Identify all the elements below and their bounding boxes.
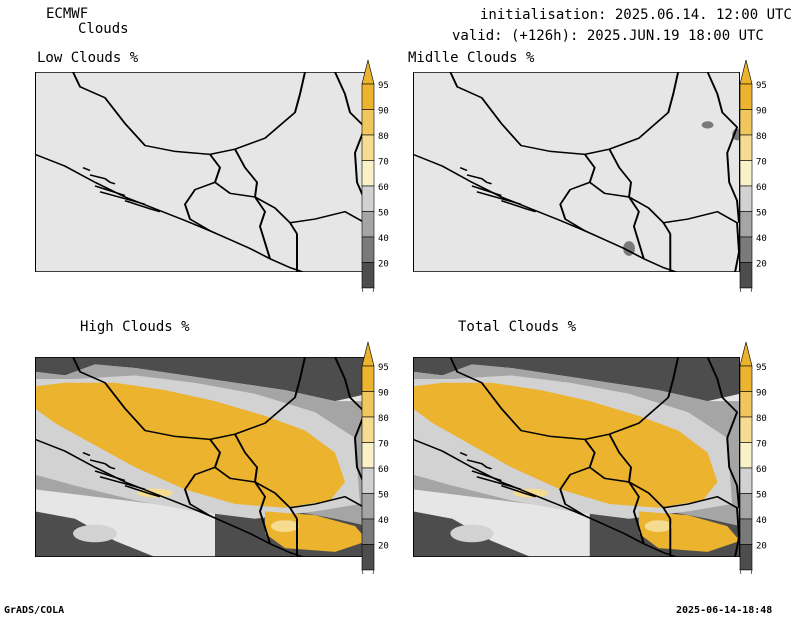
colorbar-segment bbox=[739, 262, 753, 289]
colorbar-segment bbox=[739, 544, 753, 571]
colorbar-label: 95 bbox=[756, 81, 767, 91]
panel-title-low: Low Clouds % bbox=[37, 50, 139, 66]
colorbar-label: 80 bbox=[378, 132, 389, 142]
colorbar-middle: 95 90 80 70 60 50 40 20 bbox=[739, 59, 767, 292]
colorbar-label: 95 bbox=[378, 81, 389, 91]
colorbar-bottom-arrow bbox=[361, 569, 375, 574]
colorbar-segment bbox=[361, 236, 375, 263]
footer-right: 2025-06-14-18:48 bbox=[676, 605, 773, 616]
low-clouds-map bbox=[35, 72, 368, 272]
colorbar-segment bbox=[361, 391, 375, 418]
colorbar-segment bbox=[739, 185, 753, 212]
colorbar-segment bbox=[361, 160, 375, 187]
colorbar-segment bbox=[361, 83, 375, 110]
colorbar-segment bbox=[361, 544, 375, 571]
colorbar-segment bbox=[361, 518, 375, 545]
colorbar-segment bbox=[361, 262, 375, 289]
panel-title-total: Total Clouds % bbox=[458, 319, 577, 335]
colorbar-top-arrow bbox=[739, 341, 753, 367]
colorbar-label: 90 bbox=[378, 107, 389, 117]
panel-title-high: High Clouds % bbox=[80, 319, 190, 335]
colorbar-segment bbox=[739, 442, 753, 469]
colorbar-segment bbox=[739, 391, 753, 418]
colorbar-segment bbox=[361, 467, 375, 494]
panel-title-middle: Midlle Clouds % bbox=[408, 50, 535, 66]
colorbar-segment bbox=[739, 518, 753, 545]
colorbar-label: 90 bbox=[756, 107, 767, 117]
colorbar-label: 60 bbox=[378, 465, 389, 475]
colorbar-total: 95 90 80 70 60 50 40 20 bbox=[739, 341, 767, 574]
colorbar-top-arrow bbox=[361, 59, 375, 85]
colorbar-segment bbox=[361, 416, 375, 443]
colorbar-segment bbox=[739, 493, 753, 520]
colorbar-bottom-arrow bbox=[739, 569, 753, 574]
colorbar-top-arrow bbox=[739, 59, 753, 85]
product-label: Clouds bbox=[78, 21, 129, 37]
init-time: initialisation: 2025.06.14. 12:00 UTC bbox=[480, 7, 792, 23]
colorbar-segment bbox=[739, 160, 753, 187]
colorbar-segment bbox=[361, 211, 375, 238]
colorbar-segment bbox=[361, 365, 375, 392]
colorbar-segment bbox=[739, 134, 753, 161]
colorbar-segment bbox=[739, 467, 753, 494]
colorbar-label: 50 bbox=[756, 209, 767, 219]
high-clouds-map bbox=[35, 357, 368, 557]
colorbar-label: 90 bbox=[756, 389, 767, 399]
total-clouds-map bbox=[413, 357, 740, 557]
colorbar-label: 60 bbox=[756, 183, 767, 193]
colorbar-high: 95 90 80 70 60 50 40 20 bbox=[361, 341, 389, 574]
colorbar-label: 90 bbox=[378, 389, 389, 399]
colorbar-segment bbox=[739, 83, 753, 110]
colorbar-label: 60 bbox=[378, 183, 389, 193]
colorbar-bottom-arrow bbox=[361, 287, 375, 292]
valid-time: valid: (+126h): 2025.JUN.19 18:00 UTC bbox=[452, 28, 764, 44]
colorbar-label: 20 bbox=[756, 542, 767, 552]
colorbar-segment bbox=[361, 134, 375, 161]
colorbar-label: 40 bbox=[756, 516, 767, 526]
colorbar-label: 80 bbox=[378, 414, 389, 424]
colorbar-label: 20 bbox=[378, 260, 389, 270]
colorbar-label: 50 bbox=[378, 491, 389, 501]
colorbar-segment bbox=[739, 211, 753, 238]
colorbar-label: 50 bbox=[378, 209, 389, 219]
colorbar-label: 20 bbox=[756, 260, 767, 270]
colorbar-label: 50 bbox=[756, 491, 767, 501]
colorbar-label: 70 bbox=[756, 158, 767, 168]
colorbar-bottom-arrow bbox=[739, 287, 753, 292]
colorbar-label: 40 bbox=[756, 234, 767, 244]
colorbar-label: 60 bbox=[756, 465, 767, 475]
colorbar-top-arrow bbox=[361, 341, 375, 367]
colorbar-label: 80 bbox=[756, 414, 767, 424]
colorbar-low: 95 90 80 70 60 50 40 20 bbox=[361, 59, 389, 292]
model-label: ECMWF bbox=[46, 6, 89, 22]
colorbar-segment bbox=[739, 365, 753, 392]
colorbar-label: 40 bbox=[378, 234, 389, 244]
colorbar-label: 95 bbox=[756, 363, 767, 373]
colorbar-segment bbox=[739, 236, 753, 263]
colorbar-label: 20 bbox=[378, 542, 389, 552]
colorbar-label: 70 bbox=[756, 440, 767, 450]
colorbar-segment bbox=[739, 416, 753, 443]
colorbar-segment bbox=[361, 109, 375, 136]
colorbar-label: 95 bbox=[378, 363, 389, 373]
colorbar-segment bbox=[361, 493, 375, 520]
colorbar-segment bbox=[739, 109, 753, 136]
colorbar-label: 70 bbox=[378, 440, 389, 450]
colorbar-label: 70 bbox=[378, 158, 389, 168]
colorbar-segment bbox=[361, 442, 375, 469]
colorbar-label: 40 bbox=[378, 516, 389, 526]
footer-left: GrADS/COLA bbox=[4, 605, 65, 616]
middle-clouds-map bbox=[413, 72, 740, 272]
colorbar-label: 80 bbox=[756, 132, 767, 142]
colorbar-segment bbox=[361, 185, 375, 212]
